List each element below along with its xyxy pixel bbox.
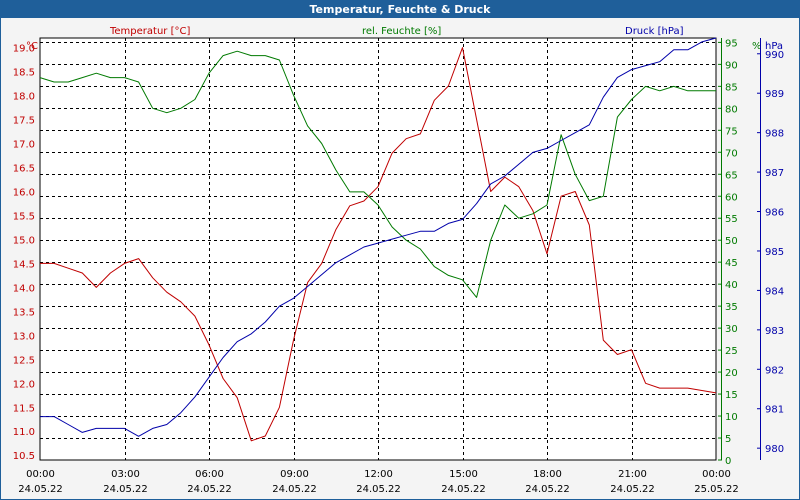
temperature-tick-label: 10.5 [13, 451, 35, 462]
temperature-tick-label: 15.5 [13, 211, 35, 222]
humidity-tick-label: 30 [725, 324, 738, 335]
temperature-axis-title: Temperatur [°C] [109, 26, 190, 37]
pressure-series-line [40, 37, 717, 437]
temperature-tick-label: 12.5 [13, 355, 35, 366]
pressure-tick-label: 990 [765, 50, 784, 61]
temperature-tick-label: 17.5 [13, 116, 35, 127]
humidity-tick-label: 25 [725, 346, 738, 357]
temperature-tick-label: 17.0 [13, 140, 35, 151]
pressure-tick-label: 988 [765, 129, 784, 140]
x-tick-time: 15:00 [449, 469, 478, 480]
temperature-tick-label: 13.0 [13, 331, 35, 342]
humidity-tick-label: 35 [725, 302, 738, 313]
x-tick-time: 00:00 [702, 469, 731, 480]
x-tick-date: 25.05.22 [694, 484, 739, 495]
pressure-axis-title: Druck [hPa] [625, 26, 684, 37]
humidity-tick-label: 55 [725, 214, 738, 225]
temperature-tick-label: 14.0 [13, 283, 35, 294]
pressure-tick-label: 987 [765, 168, 784, 179]
x-tick-time: 18:00 [533, 469, 562, 480]
temperature-tick-label: 15.0 [13, 235, 35, 246]
humidity-tick-label: 85 [725, 82, 738, 93]
x-tick-date: 24.05.22 [441, 484, 486, 495]
pressure-unit-label: hPa [765, 41, 783, 52]
pressure-tick-label: 986 [765, 208, 784, 219]
humidity-tick-label: 75 [725, 126, 738, 137]
humidity-tick-label: 70 [725, 148, 738, 159]
pressure-tick-label: 984 [765, 286, 784, 297]
humidity-tick-label: 5 [725, 434, 731, 445]
humidity-tick-label: 50 [725, 236, 738, 247]
temperature-tick-label: 13.5 [13, 307, 35, 318]
temperature-tick-label: 19.0 [13, 44, 35, 55]
pressure-tick-label: 982 [765, 365, 784, 376]
x-tick-time: 03:00 [111, 469, 140, 480]
humidity-tick-label: 40 [725, 280, 738, 291]
temperature-tick-label: 16.5 [13, 163, 35, 174]
x-tick-time: 12:00 [364, 469, 393, 480]
humidity-tick-label: 20 [725, 368, 738, 379]
temperature-tick-label: 18.0 [13, 92, 35, 103]
x-tick-date: 24.05.22 [610, 484, 655, 495]
x-tick-date: 24.05.22 [356, 484, 401, 495]
x-tick-date: 24.05.22 [18, 484, 63, 495]
humidity-tick-label: 80 [725, 104, 738, 115]
humidity-tick-label: 65 [725, 170, 738, 181]
x-tick-date: 24.05.22 [187, 484, 232, 495]
humidity-tick-label: 95 [725, 38, 738, 49]
temperature-tick-label: 16.0 [13, 187, 35, 198]
x-tick-date: 24.05.22 [103, 484, 148, 495]
temperature-tick-label: 12.0 [13, 379, 35, 390]
temperature-tick-label: 18.5 [13, 68, 35, 79]
humidity-series-line [39, 50, 716, 298]
humidity-axis-title: rel. Feuchte [%] [362, 26, 441, 37]
humidity-tick-label: 90 [725, 60, 738, 71]
window-title: Temperatur, Feuchte & Druck [1, 1, 799, 18]
temperature-unit-label: °C [26, 41, 38, 52]
temperature-tick-label: 14.5 [13, 259, 35, 270]
humidity-tick-label: 60 [725, 192, 738, 203]
humidity-tick-label: 15 [725, 390, 738, 401]
pressure-tick-label: 985 [765, 247, 784, 258]
temperature-tick-label: 11.5 [13, 403, 35, 414]
x-tick-time: 06:00 [195, 469, 224, 480]
pressure-tick-label: 980 [765, 444, 784, 455]
x-tick-time: 00:00 [26, 469, 55, 480]
x-tick-date: 24.05.22 [525, 484, 570, 495]
x-tick-date: 24.05.22 [272, 484, 317, 495]
x-tick-time: 09:00 [280, 469, 309, 480]
pressure-tick-label: 981 [765, 405, 784, 416]
humidity-tick-label: 45 [725, 258, 738, 269]
humidity-unit-label: % [752, 41, 762, 52]
humidity-tick-label: 0 [725, 456, 731, 467]
x-tick-time: 21:00 [618, 469, 647, 480]
humidity-tick-label: 10 [725, 412, 738, 423]
temperature-tick-label: 11.0 [13, 427, 35, 438]
pressure-tick-label: 989 [765, 89, 784, 100]
temperature-series-line [40, 47, 717, 442]
pressure-tick-label: 983 [765, 326, 784, 337]
